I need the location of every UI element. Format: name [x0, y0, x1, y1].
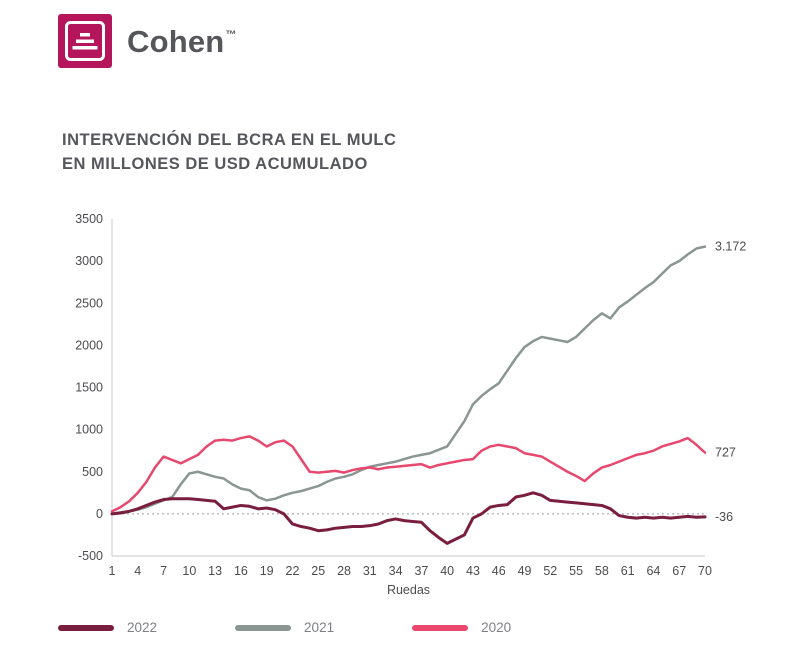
series-line-2021 — [110, 245, 707, 516]
series-end-label-2020: 727 — [715, 446, 736, 460]
x-tick-label: 1 — [109, 564, 116, 578]
y-tick-label: 1000 — [75, 423, 103, 437]
legend-label-2020: 2020 — [481, 620, 512, 635]
y-tick-label: 2500 — [75, 296, 103, 310]
x-tick-label: 43 — [466, 564, 480, 578]
y-tick-label: 1500 — [75, 381, 103, 395]
x-tick-label: 70 — [698, 564, 712, 578]
y-tick-label: 3500 — [75, 212, 103, 226]
brand-name: Cohen™ — [127, 23, 237, 59]
line-chart: -500 0 500 1000 1500 2000 2500 3000 3500 1 4 7 10 13 1… — [75, 212, 746, 596]
x-tick-label: 49 — [518, 564, 532, 578]
series-end-label-2021: 3.172 — [715, 240, 746, 254]
x-tick-label: 22 — [286, 564, 300, 578]
legend-item-2022: 2022 — [58, 620, 157, 635]
x-tick-label: 46 — [492, 564, 506, 578]
chart-title-line2: EN MILLONES DE USD ACUMULADO — [62, 155, 368, 173]
x-tick-label: 58 — [595, 564, 609, 578]
x-tick-label: 61 — [621, 564, 635, 578]
legend-item-2021: 2021 — [235, 620, 334, 635]
chart-title: INTERVENCIÓN DEL BCRA EN EL MULC EN MILL… — [62, 128, 396, 176]
brand-header: Cohen™ — [58, 14, 237, 68]
legend-label-2022: 2022 — [127, 620, 158, 635]
x-tick-label: 4 — [134, 564, 141, 578]
x-tick-label: 67 — [672, 564, 686, 578]
x-tick-label: 31 — [363, 564, 377, 578]
cohen-logo-icon — [58, 14, 112, 68]
legend-swatch-2021 — [235, 624, 292, 631]
series-end-label-2022: -36 — [715, 510, 733, 524]
x-tick-label: 40 — [440, 564, 454, 578]
legend-label-2021: 2021 — [304, 620, 335, 635]
x-tick-label: 13 — [208, 564, 222, 578]
x-tick-label: 19 — [260, 564, 274, 578]
y-tick-label: -500 — [78, 549, 103, 563]
x-tick-label: 28 — [337, 564, 351, 578]
y-tick-label: 2000 — [75, 338, 103, 352]
series-line-2020 — [110, 435, 707, 513]
x-tick-label: 37 — [414, 564, 428, 578]
legend-swatch-2022 — [58, 624, 114, 631]
x-tick-label: 16 — [234, 564, 248, 578]
legend-swatch-2020 — [412, 624, 469, 631]
x-tick-label: 55 — [569, 564, 583, 578]
y-tick-label: 500 — [82, 465, 103, 479]
x-axis-title: Ruedas — [387, 583, 430, 596]
x-tick-label: 10 — [182, 564, 196, 578]
x-tick-label: 25 — [311, 564, 325, 578]
chart-title-line1: INTERVENCIÓN DEL BCRA EN EL MULC — [62, 131, 397, 149]
x-tick-label: 34 — [389, 564, 403, 578]
x-tick-label: 7 — [160, 564, 167, 578]
y-tick-label: 3000 — [75, 254, 103, 268]
legend-item-2020: 2020 — [412, 620, 511, 635]
x-tick-label: 64 — [646, 564, 660, 578]
legend: 2022 2021 2020 — [58, 620, 511, 635]
y-tick-label: 0 — [96, 507, 103, 521]
trademark-symbol: ™ — [225, 29, 237, 42]
x-tick-label: 52 — [543, 564, 557, 578]
series-line-2022 — [110, 491, 707, 545]
